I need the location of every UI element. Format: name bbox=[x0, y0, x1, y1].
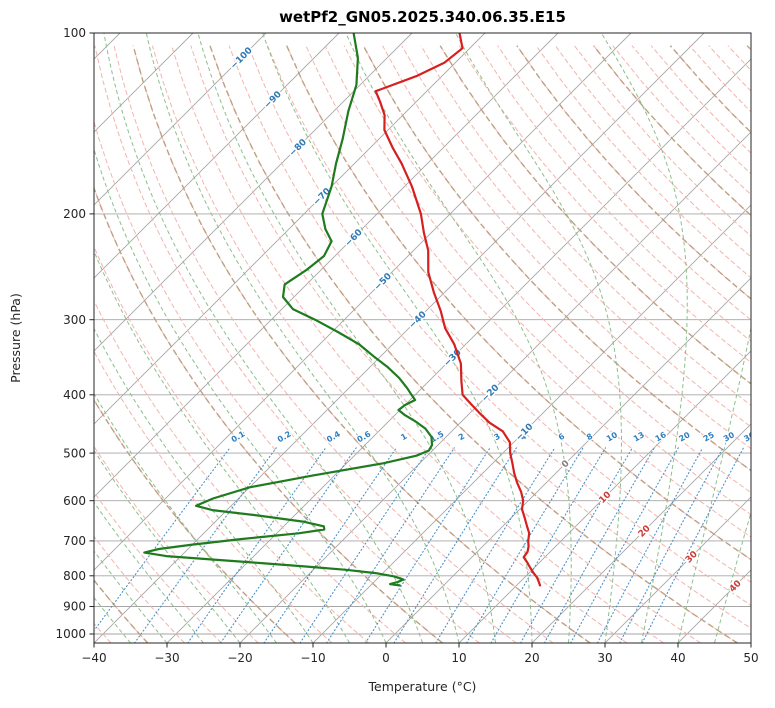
y-tick-labels: 100 200 300 400 500 600 700 800 900 1000 bbox=[55, 26, 86, 641]
y-tick-label: 200 bbox=[63, 207, 86, 221]
x-axis-label: Temperature (°C) bbox=[368, 679, 477, 694]
mixing-ratio-label: 2 bbox=[457, 432, 466, 443]
x-tick-label: −30 bbox=[154, 651, 179, 665]
y-tick-label: 1000 bbox=[55, 627, 86, 641]
x-tick-label: 40 bbox=[670, 651, 685, 665]
mixing-ratio-label: 3 bbox=[493, 432, 502, 443]
y-tick-label: 100 bbox=[63, 26, 86, 40]
dry-adiabat-bold-lines bbox=[94, 45, 751, 643]
mixing-ratio-lines bbox=[94, 447, 745, 643]
x-tick-label: 0 bbox=[382, 651, 390, 665]
y-ticks bbox=[89, 32, 94, 635]
y-tick-label: 800 bbox=[63, 569, 86, 583]
dewpoint-curve bbox=[143, 33, 434, 587]
x-tick-label: −10 bbox=[300, 651, 325, 665]
x-tick-label: 10 bbox=[451, 651, 466, 665]
y-tick-label: 600 bbox=[63, 494, 86, 508]
y-tick-label: 300 bbox=[63, 313, 86, 327]
y-tick-label: 700 bbox=[63, 534, 86, 548]
x-ticks bbox=[93, 643, 752, 648]
x-tick-label: −40 bbox=[81, 651, 106, 665]
y-tick-label: 900 bbox=[63, 600, 86, 614]
isotherm-lines bbox=[94, 33, 751, 643]
x-tick-label: −20 bbox=[227, 651, 252, 665]
plot-border bbox=[93, 32, 752, 644]
x-tick-label: 50 bbox=[743, 651, 758, 665]
x-tick-label: 20 bbox=[524, 651, 539, 665]
x-tick-label: 30 bbox=[597, 651, 612, 665]
moist-adiabat-lines bbox=[94, 33, 751, 643]
chart-title: wetPf2_GN05.2025.340.06.35.E15 bbox=[279, 8, 566, 26]
y-axis-label: Pressure (hPa) bbox=[8, 293, 23, 383]
x-tick-labels: −40 −30 −20 −10 0 10 20 30 40 50 bbox=[81, 651, 758, 665]
temperature-curve bbox=[374, 33, 542, 587]
mixing-ratio-label: 36 bbox=[742, 430, 757, 444]
y-tick-label: 500 bbox=[63, 446, 86, 460]
y-tick-label: 400 bbox=[63, 388, 86, 402]
